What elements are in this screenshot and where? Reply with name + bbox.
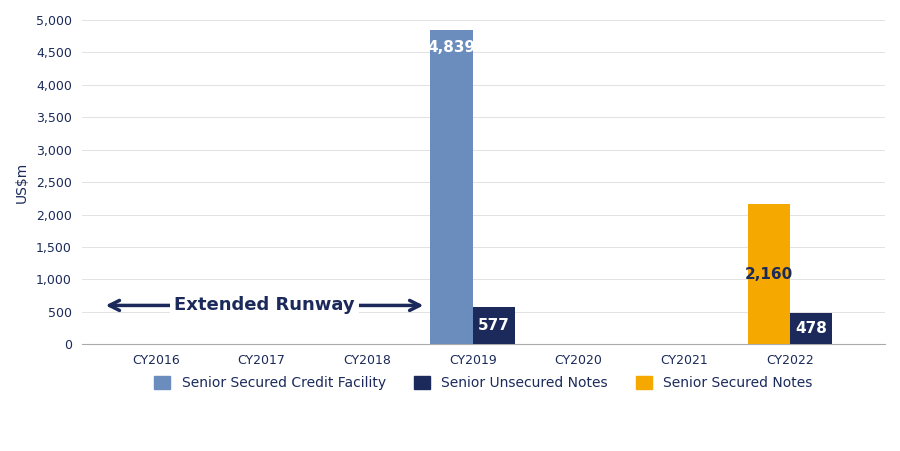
Legend: Senior Secured Credit Facility, Senior Unsecured Notes, Senior Secured Notes: Senior Secured Credit Facility, Senior U… xyxy=(148,371,818,396)
Bar xyxy=(472,307,515,345)
Y-axis label: US$m: US$m xyxy=(15,161,29,203)
Text: 577: 577 xyxy=(478,318,509,333)
Bar xyxy=(748,204,790,345)
Text: 478: 478 xyxy=(795,322,827,336)
Bar xyxy=(790,313,833,345)
Text: Extended Runway: Extended Runway xyxy=(175,296,355,314)
Text: 2,160: 2,160 xyxy=(744,267,793,282)
Bar xyxy=(430,31,472,345)
Text: 4,839: 4,839 xyxy=(428,40,476,55)
